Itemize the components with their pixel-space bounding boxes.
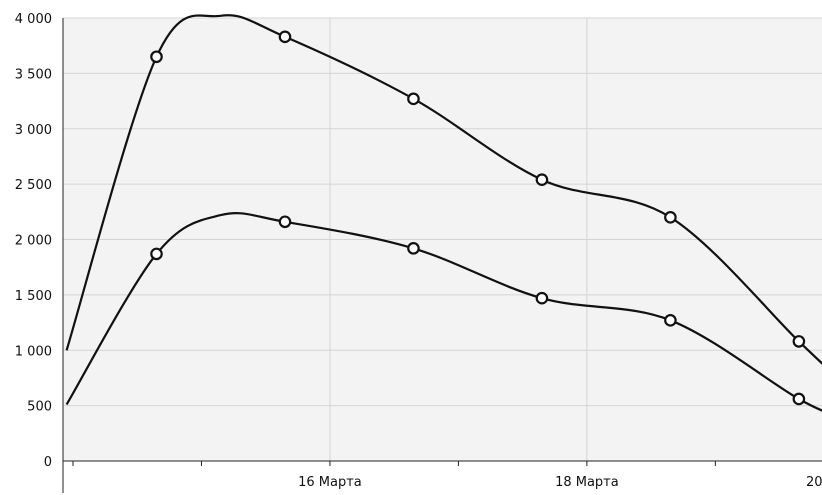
series-2-point[interactable] (535, 291, 549, 305)
x-tick-label: 18 Марта (555, 475, 619, 490)
series-2-point[interactable] (278, 215, 292, 229)
y-tick-label: 3 500 (15, 67, 52, 82)
gridlines (63, 17, 822, 461)
y-tick-label: 2 000 (15, 234, 52, 249)
series-1-point[interactable] (792, 335, 806, 348)
y-tick-label: 500 (27, 400, 52, 415)
series-2-point[interactable] (664, 314, 677, 327)
series-1-point[interactable] (664, 211, 677, 224)
y-tick-label: 2 500 (15, 178, 52, 193)
y-tick-label: 3 000 (15, 123, 52, 138)
series-2-point[interactable] (407, 242, 420, 255)
series-1-point[interactable] (150, 50, 163, 64)
y-tick-label: 1 000 (15, 344, 52, 359)
y-tick-label: 0 (44, 455, 52, 470)
y-tick-label: 4 000 (15, 12, 52, 27)
y-tick-label: 1 500 (15, 289, 52, 304)
x-tick-label: 16 Марта (298, 475, 362, 490)
series-2-point[interactable] (792, 392, 806, 406)
series-1-point[interactable] (535, 173, 549, 186)
data-markers (150, 30, 806, 406)
axes (62, 18, 822, 493)
series-2-point[interactable] (150, 247, 163, 261)
tick-labels: 4 000 3 500 3 000 2 500 2 000 1 500 1 000 500 0 1… (15, 12, 822, 490)
x-tick-label: 20 (806, 475, 822, 490)
series-1-point[interactable] (278, 30, 292, 44)
series-1-point[interactable] (407, 92, 420, 106)
